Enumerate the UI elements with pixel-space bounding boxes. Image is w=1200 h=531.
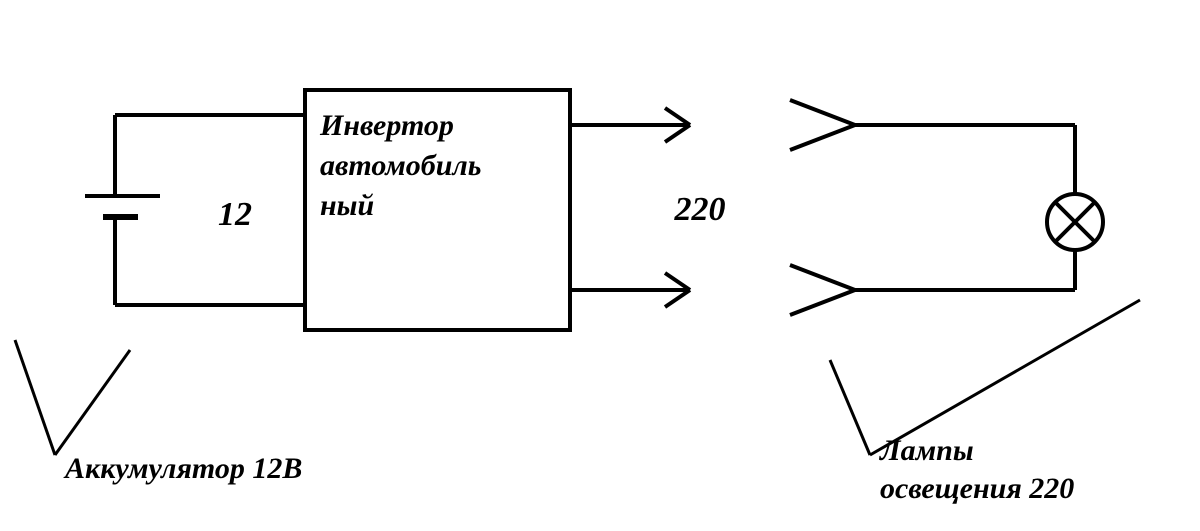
- output-voltage-label: 220: [674, 191, 726, 228]
- inverter-label-line3: ный: [320, 189, 374, 222]
- inverter-label-line1: Инвертор: [319, 109, 454, 142]
- battery-caption: Аккумулятор 12В: [63, 452, 302, 485]
- lamp-caption-line1: Лампы: [878, 434, 974, 467]
- inverter-label-line2: автомобиль: [320, 149, 482, 182]
- lamp-symbol: [1047, 194, 1103, 250]
- circuit-diagram: 12 Инвертор автомобиль ный 220 Аккумулят: [0, 0, 1200, 531]
- lamp-caption-line2: освещения 220: [880, 472, 1074, 505]
- battery-voltage-label: 12: [218, 196, 252, 233]
